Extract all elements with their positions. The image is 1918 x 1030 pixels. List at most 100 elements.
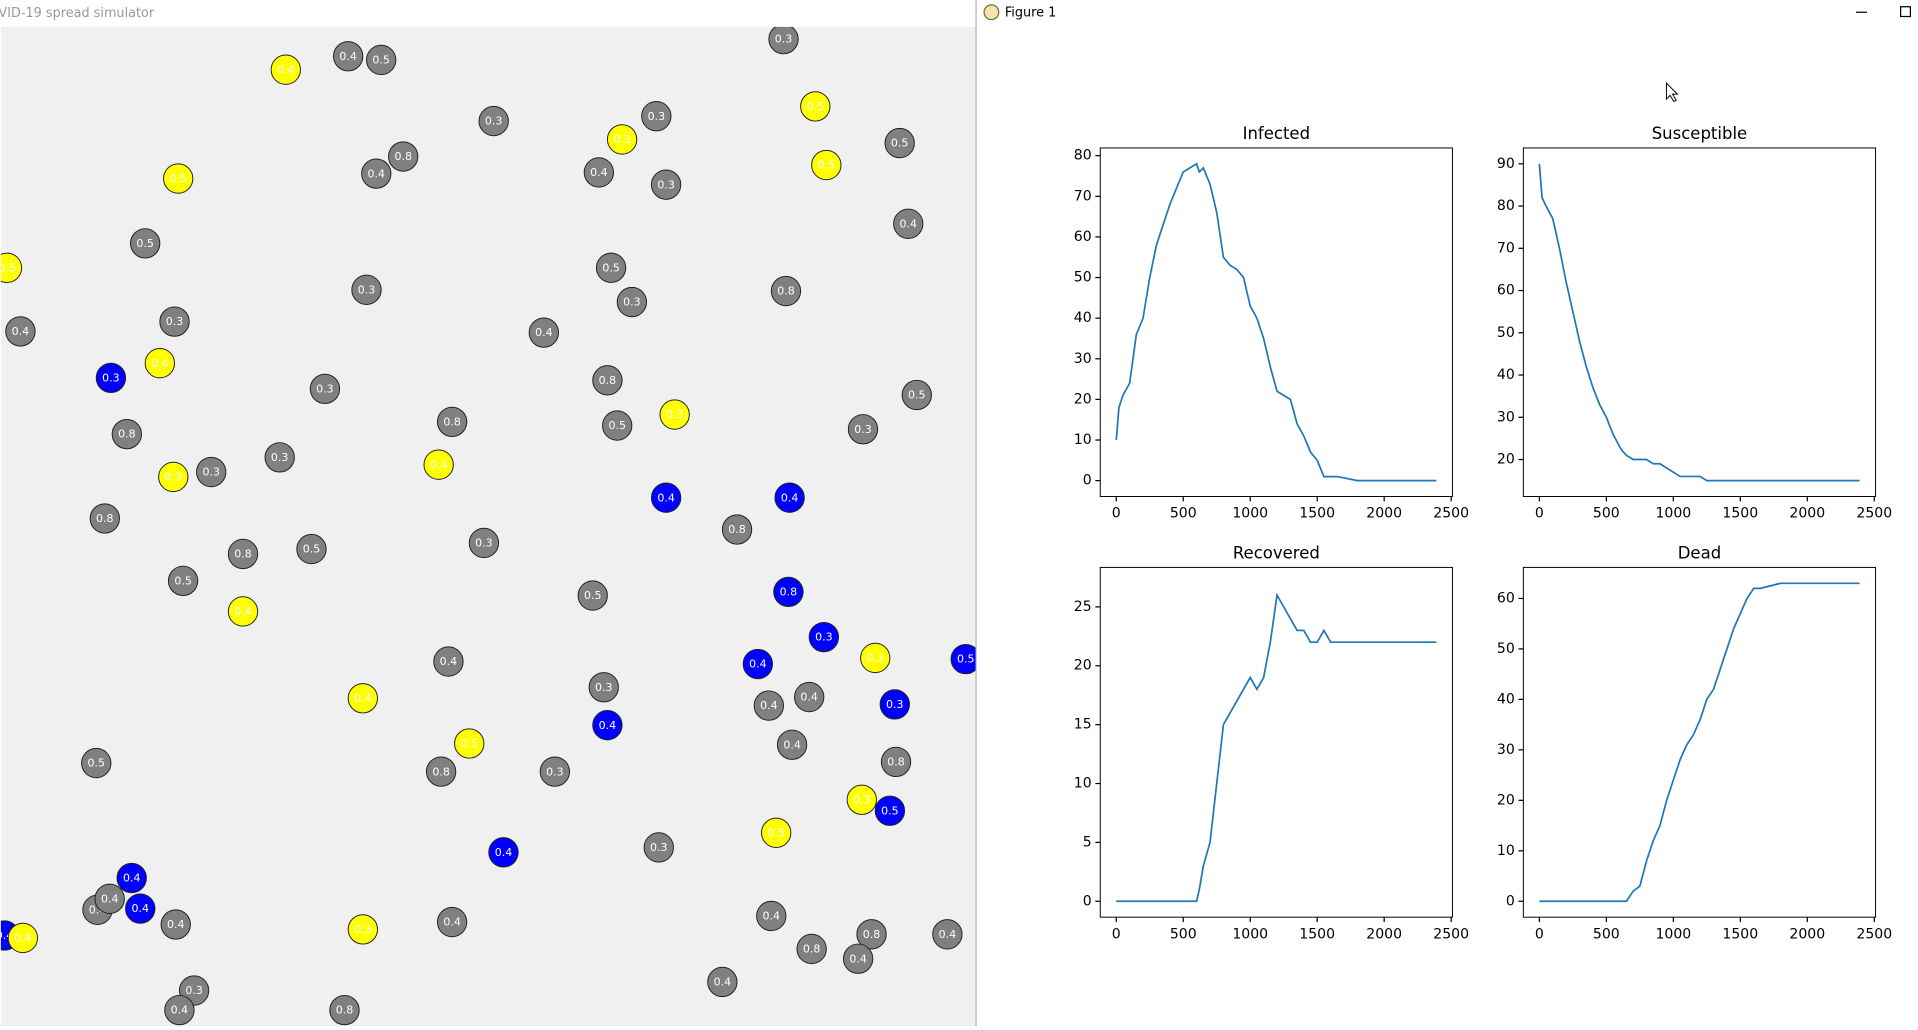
maximize-button[interactable] — [1900, 6, 1912, 18]
y-tick-label: 40 — [1074, 310, 1092, 326]
particle-label: 0.4 — [535, 326, 553, 339]
y-tick-label: 40 — [1497, 367, 1515, 383]
y-tick-label: 40 — [1497, 691, 1515, 707]
particle-label: 0.3 — [623, 296, 641, 309]
particle-label: 0.5 — [372, 54, 390, 67]
y-tick-label: 60 — [1497, 283, 1515, 299]
particle-label: 0.4 — [714, 976, 732, 989]
axes-frame — [1522, 147, 1877, 497]
line-series — [1116, 592, 1437, 903]
particle — [528, 317, 559, 348]
figure-title: Figure 1 — [1005, 5, 1056, 20]
cursor — [1665, 81, 1679, 103]
particle — [893, 208, 924, 239]
x-tick-label: 1500 — [1722, 506, 1758, 522]
particle — [264, 442, 295, 473]
particle-label: 0.4 — [14, 932, 32, 945]
y-tick-label: 5 — [1083, 834, 1092, 850]
particle-label: 0.8 — [599, 374, 617, 387]
particle — [227, 538, 259, 570]
particle-label: 0.4 — [430, 458, 448, 471]
particle-label: 0.8 — [887, 755, 904, 768]
y-tick-label: 25 — [1074, 599, 1092, 615]
y-tick-label: 20 — [1497, 452, 1515, 468]
particle-label: 0.4 — [12, 325, 30, 338]
particle-label: 0.5 — [174, 574, 191, 587]
x-tick-label: 1500 — [1722, 926, 1758, 942]
particle-label: 0.8 — [863, 928, 881, 941]
particle-label: 0.4 — [763, 910, 781, 923]
particle — [774, 482, 805, 513]
axes-frame — [1099, 566, 1453, 918]
particle — [773, 576, 804, 608]
particle-label: 0.4 — [277, 63, 295, 76]
particle — [329, 994, 360, 1026]
particle — [595, 252, 627, 283]
particle — [592, 710, 623, 741]
particle — [643, 832, 674, 863]
particle-label: 0.4 — [590, 166, 608, 179]
particle-label: 0.8 — [777, 285, 795, 298]
particle-label: 0.3 — [271, 451, 289, 464]
particle-label: 0.4 — [783, 738, 801, 751]
particle — [361, 158, 392, 189]
particle-label: 0.5 — [88, 757, 106, 770]
figure-window — [976, 0, 1918, 1026]
particle-label: 0.3 — [185, 984, 203, 997]
particle — [433, 646, 464, 677]
y-tick-label: 80 — [1074, 148, 1092, 164]
particle — [0, 252, 23, 283]
x-tick-label: 500 — [1170, 506, 1197, 522]
particles: 0.4 0.4 0.5 0.3 0.3 0.3 0.3 0.5 0.5 0.8 0.4 0.4 0.3 0… — [0, 26, 976, 1026]
particle — [901, 379, 932, 411]
particle — [81, 747, 112, 779]
particle — [95, 362, 127, 394]
particle — [130, 228, 161, 259]
particle — [583, 157, 615, 188]
y-tick-label: 10 — [1497, 843, 1515, 859]
particle — [158, 461, 189, 493]
particle-label: 0.8 — [728, 523, 746, 536]
app-icon — [983, 4, 1000, 21]
x-tick-label: 2000 — [1366, 506, 1402, 522]
particle-label: 0.5 — [818, 159, 836, 172]
particle — [794, 681, 825, 713]
x-tick-label: 2500 — [1856, 926, 1892, 942]
particle-label: 0.3 — [354, 923, 372, 936]
chart-title: Susceptible — [1652, 124, 1748, 143]
particle-label: 0.3 — [613, 133, 631, 146]
particle — [7, 922, 39, 954]
particle-label: 0.4 — [354, 692, 372, 705]
particle-label: 0.3 — [595, 681, 613, 694]
x-tick-label: 2000 — [1366, 926, 1402, 942]
y-tick-label: 90 — [1497, 156, 1515, 172]
particle-label: 0.3 — [866, 652, 884, 665]
particle — [753, 690, 785, 721]
particle — [366, 44, 397, 76]
particle-label: 0.3 — [316, 382, 334, 395]
particle-label: 0.8 — [803, 943, 821, 956]
particle-label: 0.5 — [602, 261, 620, 274]
particle-label: 0.4 — [781, 491, 799, 504]
particle-label: 0.5 — [169, 172, 187, 185]
particle — [742, 648, 773, 680]
particle — [144, 348, 176, 379]
particle — [856, 919, 887, 950]
particle-label: 0.3 — [666, 408, 684, 421]
particle-label: 0.3 — [485, 115, 502, 128]
y-tick-label: 70 — [1497, 240, 1515, 256]
x-tick-label: 0 — [1535, 926, 1544, 942]
particle-label: 0.3 — [657, 178, 675, 191]
x-tick-label: 2500 — [1433, 926, 1469, 942]
y-tick-label: 60 — [1074, 229, 1092, 245]
particle — [167, 565, 199, 597]
particle-label: 0.5 — [136, 237, 154, 250]
particle — [196, 456, 227, 488]
x-tick-label: 2500 — [1433, 506, 1469, 522]
particle-label: 0.4 — [234, 605, 252, 618]
particle — [539, 756, 571, 787]
y-tick-label: 0 — [1083, 893, 1092, 909]
particle-label: 0.8 — [780, 585, 798, 598]
y-tick-label: 70 — [1074, 188, 1092, 204]
chart-title: Infected — [1243, 124, 1310, 143]
